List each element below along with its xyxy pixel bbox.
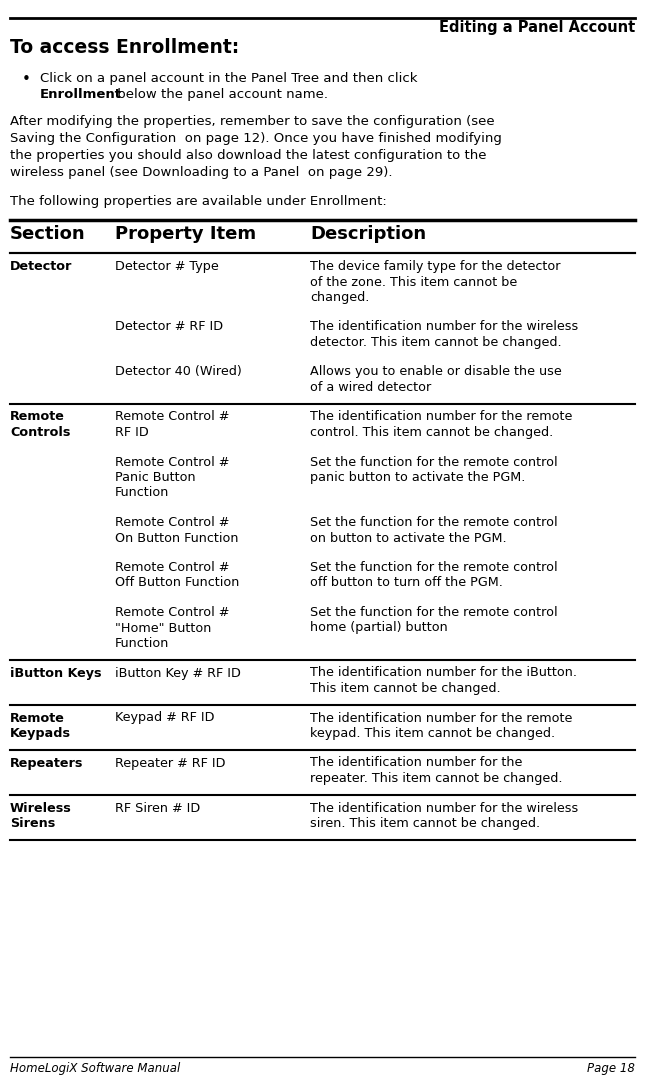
Text: "Home" Button: "Home" Button [115, 622, 212, 635]
Text: Remote Control #: Remote Control # [115, 605, 230, 619]
Text: To access Enrollment:: To access Enrollment: [10, 38, 239, 57]
Text: Detector # Type: Detector # Type [115, 260, 219, 273]
Text: The identification number for the wireless: The identification number for the wirele… [310, 321, 579, 334]
Text: After modifying the properties, remember to save the configuration (see: After modifying the properties, remember… [10, 115, 495, 128]
Text: Property Item: Property Item [115, 225, 256, 243]
Text: Detector 40 (Wired): Detector 40 (Wired) [115, 365, 242, 378]
Text: Remote Control #: Remote Control # [115, 516, 230, 529]
Text: Click on a panel account in the Panel Tree and then click: Click on a panel account in the Panel Tr… [40, 72, 417, 85]
Text: The identification number for the remote: The identification number for the remote [310, 712, 572, 725]
Text: off button to turn off the PGM.: off button to turn off the PGM. [310, 576, 503, 589]
Text: HomeLogiX Software Manual: HomeLogiX Software Manual [10, 1062, 180, 1075]
Text: keypad. This item cannot be changed.: keypad. This item cannot be changed. [310, 727, 555, 740]
Text: This item cannot be changed.: This item cannot be changed. [310, 682, 501, 695]
Text: changed.: changed. [310, 291, 370, 304]
Text: The identification number for the remote: The identification number for the remote [310, 411, 572, 424]
Text: Function: Function [115, 487, 170, 500]
Text: Set the function for the remote control: Set the function for the remote control [310, 561, 558, 574]
Text: Panic Button: Panic Button [115, 471, 195, 484]
Text: Editing a Panel Account: Editing a Panel Account [439, 20, 635, 35]
Text: Detector: Detector [10, 260, 72, 273]
Text: home (partial) button: home (partial) button [310, 622, 448, 635]
Text: •: • [22, 72, 31, 87]
Text: Sirens: Sirens [10, 817, 55, 830]
Text: Keypads: Keypads [10, 727, 71, 740]
Text: Function: Function [115, 637, 170, 650]
Text: Detector # RF ID: Detector # RF ID [115, 321, 223, 334]
Text: of a wired detector: of a wired detector [310, 382, 432, 393]
Text: RF Siren # ID: RF Siren # ID [115, 801, 200, 814]
Text: Repeaters: Repeaters [10, 757, 83, 770]
Text: Set the function for the remote control: Set the function for the remote control [310, 455, 558, 468]
Text: Controls: Controls [10, 426, 70, 439]
Text: Section: Section [10, 225, 86, 243]
Text: repeater. This item cannot be changed.: repeater. This item cannot be changed. [310, 772, 562, 785]
Text: of the zone. This item cannot be: of the zone. This item cannot be [310, 275, 517, 288]
Text: below the panel account name.: below the panel account name. [113, 88, 328, 101]
Text: Page 18: Page 18 [587, 1062, 635, 1075]
Text: RF ID: RF ID [115, 426, 149, 439]
Text: panic button to activate the PGM.: panic button to activate the PGM. [310, 471, 526, 484]
Text: The following properties are available under Enrollment:: The following properties are available u… [10, 195, 387, 208]
Text: iButton Key # RF ID: iButton Key # RF ID [115, 666, 241, 679]
Text: Remote: Remote [10, 712, 65, 725]
Text: Allows you to enable or disable the use: Allows you to enable or disable the use [310, 365, 562, 378]
Text: Remote: Remote [10, 411, 65, 424]
Text: iButton Keys: iButton Keys [10, 666, 101, 679]
Text: Keypad # RF ID: Keypad # RF ID [115, 712, 215, 725]
Text: Set the function for the remote control: Set the function for the remote control [310, 516, 558, 529]
Text: Repeater # RF ID: Repeater # RF ID [115, 757, 226, 770]
Text: Wireless: Wireless [10, 801, 72, 814]
Text: Off Button Function: Off Button Function [115, 576, 239, 589]
Text: Remote Control #: Remote Control # [115, 455, 230, 468]
Text: control. This item cannot be changed.: control. This item cannot be changed. [310, 426, 553, 439]
Text: Set the function for the remote control: Set the function for the remote control [310, 605, 558, 619]
Text: The identification number for the iButton.: The identification number for the iButto… [310, 666, 577, 679]
Text: wireless panel (see Downloading to a Panel  on page 29).: wireless panel (see Downloading to a Pan… [10, 166, 393, 179]
Text: On Button Function: On Button Function [115, 532, 239, 545]
Text: the properties you should also download the latest configuration to the: the properties you should also download … [10, 149, 486, 162]
Text: The identification number for the wireless: The identification number for the wirele… [310, 801, 579, 814]
Text: on button to activate the PGM.: on button to activate the PGM. [310, 532, 506, 545]
Text: Description: Description [310, 225, 426, 243]
Text: The identification number for the: The identification number for the [310, 757, 522, 770]
Text: Remote Control #: Remote Control # [115, 411, 230, 424]
Text: detector. This item cannot be changed.: detector. This item cannot be changed. [310, 336, 562, 349]
Text: Enrollment: Enrollment [40, 88, 122, 101]
Text: The device family type for the detector: The device family type for the detector [310, 260, 561, 273]
Text: Remote Control #: Remote Control # [115, 561, 230, 574]
Text: siren. This item cannot be changed.: siren. This item cannot be changed. [310, 817, 540, 830]
Text: Saving the Configuration  on page 12). Once you have finished modifying: Saving the Configuration on page 12). On… [10, 132, 502, 145]
